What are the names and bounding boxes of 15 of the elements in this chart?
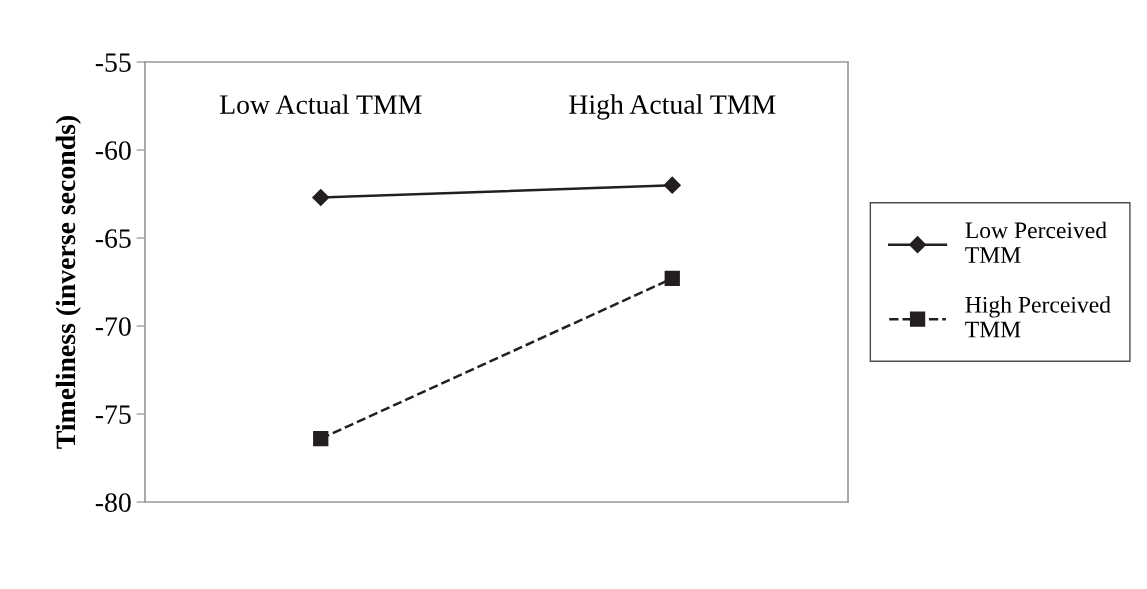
point [313, 431, 329, 447]
y-tick-label: -60 [95, 141, 131, 160]
y-tick-label: -80 [95, 493, 131, 512]
point [663, 176, 681, 194]
y-tick-label: -55 [95, 53, 131, 72]
y-tick-label: -75 [95, 405, 131, 424]
x-tick-label: Low Actual TMM [219, 94, 422, 114]
point [664, 270, 680, 287]
point [312, 188, 330, 207]
y-axis-title: Timeliness (inverse seconds) [55, 116, 81, 449]
x-tick-label: High Actual TMM [569, 94, 776, 120]
y-tick-label: -65 [95, 229, 131, 248]
y-tick-label: -70 [95, 317, 131, 336]
legend-label: High Perceived TMM [965, 296, 1111, 338]
legend-label: Low Perceived TMM [965, 221, 1107, 263]
